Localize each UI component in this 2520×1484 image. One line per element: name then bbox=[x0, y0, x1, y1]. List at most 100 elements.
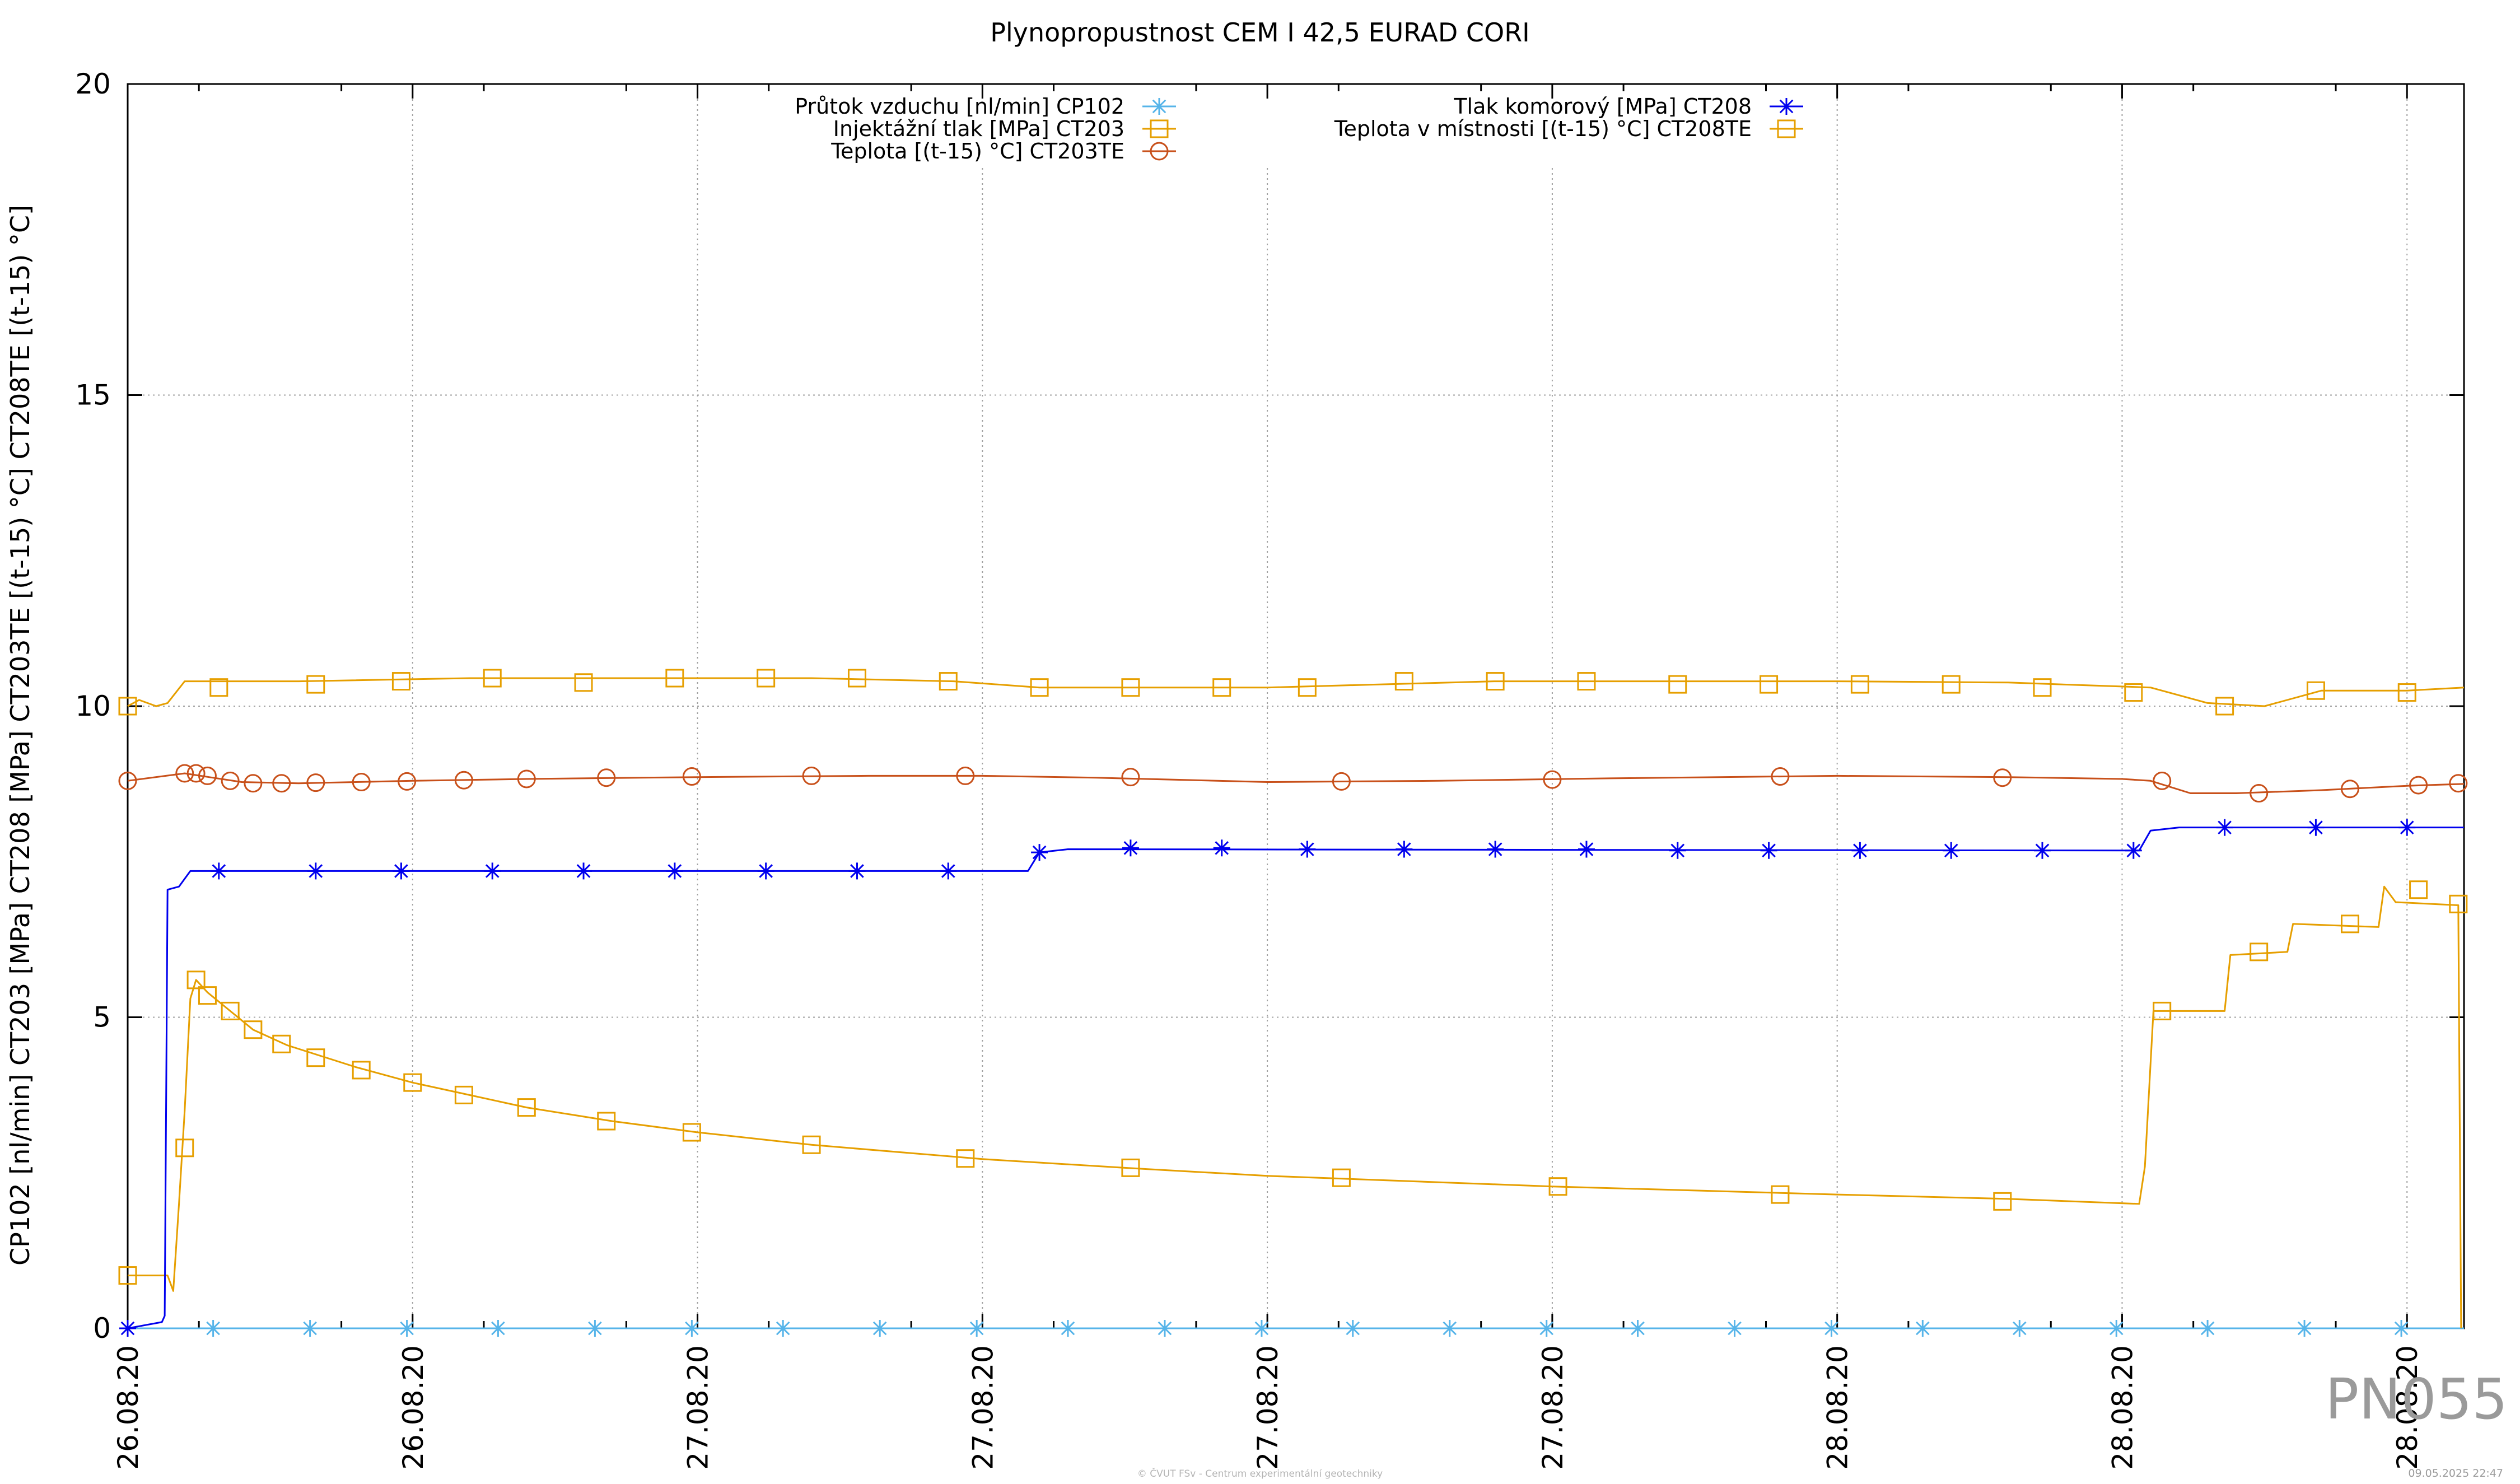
axis-ticks bbox=[127, 83, 2464, 1329]
data-point bbox=[586, 1320, 604, 1337]
data-point bbox=[484, 862, 501, 880]
data-point bbox=[665, 669, 684, 688]
data-point bbox=[2397, 683, 2416, 702]
legend-item: Tlak komorový [MPa] CT208 bbox=[1453, 94, 1803, 119]
series-2 bbox=[118, 764, 2468, 803]
series-1 bbox=[118, 880, 2468, 1329]
data-point bbox=[1943, 842, 1960, 859]
legend-swatch-marker bbox=[1150, 119, 1169, 138]
data-point bbox=[871, 1320, 889, 1337]
y-tick-label: 5 bbox=[93, 1001, 111, 1034]
data-point bbox=[1299, 841, 1316, 858]
data-point bbox=[1914, 1320, 1931, 1337]
watermark-timestamp: 09.05.2025 22:47 bbox=[2408, 1467, 2503, 1480]
x-tick-label: 26.08.20 bbox=[397, 1345, 430, 1470]
data-point bbox=[1332, 1168, 1351, 1187]
data-point bbox=[272, 774, 291, 793]
data-point bbox=[454, 1085, 473, 1104]
data-point bbox=[666, 862, 683, 880]
y-tick-label: 0 bbox=[93, 1312, 111, 1345]
data-point bbox=[956, 766, 975, 785]
series-line bbox=[127, 827, 2464, 1329]
grid-lines bbox=[128, 84, 2464, 1328]
data-point bbox=[301, 1320, 319, 1337]
data-point bbox=[352, 1061, 371, 1080]
data-point bbox=[306, 675, 325, 694]
data-point bbox=[2153, 1001, 2172, 1020]
data-point bbox=[1396, 841, 1413, 858]
data-point bbox=[1993, 768, 2012, 787]
data-point bbox=[1993, 1192, 2012, 1211]
watermark-id: PN055 bbox=[2325, 1366, 2508, 1432]
data-point bbox=[2449, 894, 2468, 913]
y-tick-label: 15 bbox=[75, 379, 111, 412]
data-point bbox=[221, 771, 240, 790]
data-point bbox=[1577, 672, 1596, 691]
data-point bbox=[1441, 1320, 1458, 1337]
x-tick-label: 27.08.20 bbox=[967, 1345, 999, 1470]
data-point bbox=[1850, 675, 1869, 694]
data-point bbox=[489, 1320, 507, 1337]
data-point bbox=[848, 862, 866, 880]
series-layer bbox=[118, 669, 2468, 1337]
x-tick-label: 27.08.20 bbox=[682, 1345, 715, 1470]
data-point bbox=[517, 1098, 536, 1117]
data-point bbox=[2296, 1320, 2313, 1337]
data-point bbox=[1121, 1158, 1140, 1177]
data-point bbox=[1344, 1320, 1361, 1337]
legend-swatch-marker bbox=[1778, 98, 1795, 115]
data-point bbox=[2215, 697, 2234, 716]
series-line bbox=[127, 772, 2465, 794]
x-tick-label: 27.08.20 bbox=[1537, 1345, 1569, 1470]
series-3 bbox=[119, 819, 2464, 1337]
legend-label: Teplota v místnosti [(t-15) °C] CT208TE bbox=[1334, 116, 1752, 141]
data-point bbox=[1543, 770, 1562, 789]
data-point bbox=[306, 773, 325, 792]
legend-item: Teplota v místnosti [(t-15) °C] CT208TE bbox=[1334, 116, 1803, 141]
data-point bbox=[175, 1138, 194, 1158]
x-tick-labels: 26.08.20 26.08.20 27.08.20 27.08.20 27.08.20… bbox=[112, 1345, 2424, 1470]
legend-swatch-marker bbox=[1777, 119, 1796, 138]
legend-swatch-marker bbox=[1150, 142, 1169, 161]
legend-item: Injektážní tlak [MPa] CT203 bbox=[833, 116, 1176, 141]
data-point bbox=[1253, 1320, 1270, 1337]
data-point bbox=[352, 773, 371, 792]
y-tick-labels: 0 5 10 15 20 bbox=[75, 68, 111, 1345]
data-point bbox=[1031, 844, 1048, 861]
data-point bbox=[1578, 841, 1595, 858]
data-point bbox=[1771, 767, 1790, 786]
chart-title: Plynopropustnost CEM I 42,5 EURAD CORI bbox=[990, 17, 1529, 48]
data-point bbox=[1760, 675, 1779, 694]
data-point bbox=[118, 1266, 137, 1285]
data-point bbox=[403, 1073, 422, 1092]
watermark-credit: © ČVUT FSv - Centrum experimentální geot… bbox=[1137, 1468, 1383, 1480]
data-point bbox=[597, 768, 616, 787]
data-point bbox=[2340, 780, 2359, 799]
data-point bbox=[2216, 819, 2233, 836]
data-point bbox=[757, 669, 776, 688]
series-line bbox=[127, 677, 2465, 707]
data-point bbox=[454, 771, 473, 790]
data-point bbox=[2250, 784, 2269, 803]
data-point bbox=[209, 678, 228, 697]
data-point bbox=[1760, 842, 1777, 859]
legend: Průtok vzduchu [nl/min] CP102Injektážní … bbox=[795, 94, 1803, 164]
data-point bbox=[2393, 1320, 2410, 1337]
data-point bbox=[2306, 681, 2325, 700]
data-point bbox=[2125, 842, 2142, 859]
data-point bbox=[1121, 768, 1140, 787]
data-point bbox=[1487, 841, 1504, 858]
data-point bbox=[210, 862, 227, 880]
data-point bbox=[2153, 771, 2172, 790]
data-point bbox=[1771, 1185, 1790, 1204]
legend-label: Injektážní tlak [MPa] CT203 bbox=[833, 116, 1124, 141]
data-point bbox=[2034, 842, 2051, 859]
data-point bbox=[802, 766, 821, 785]
data-point bbox=[1122, 839, 1139, 857]
data-point bbox=[574, 673, 593, 692]
legend-label: Tlak komorový [MPa] CT208 bbox=[1453, 94, 1752, 119]
data-point bbox=[186, 764, 206, 783]
data-point bbox=[2199, 1320, 2216, 1337]
x-tick-label: 28.08.20 bbox=[2106, 1345, 2139, 1470]
